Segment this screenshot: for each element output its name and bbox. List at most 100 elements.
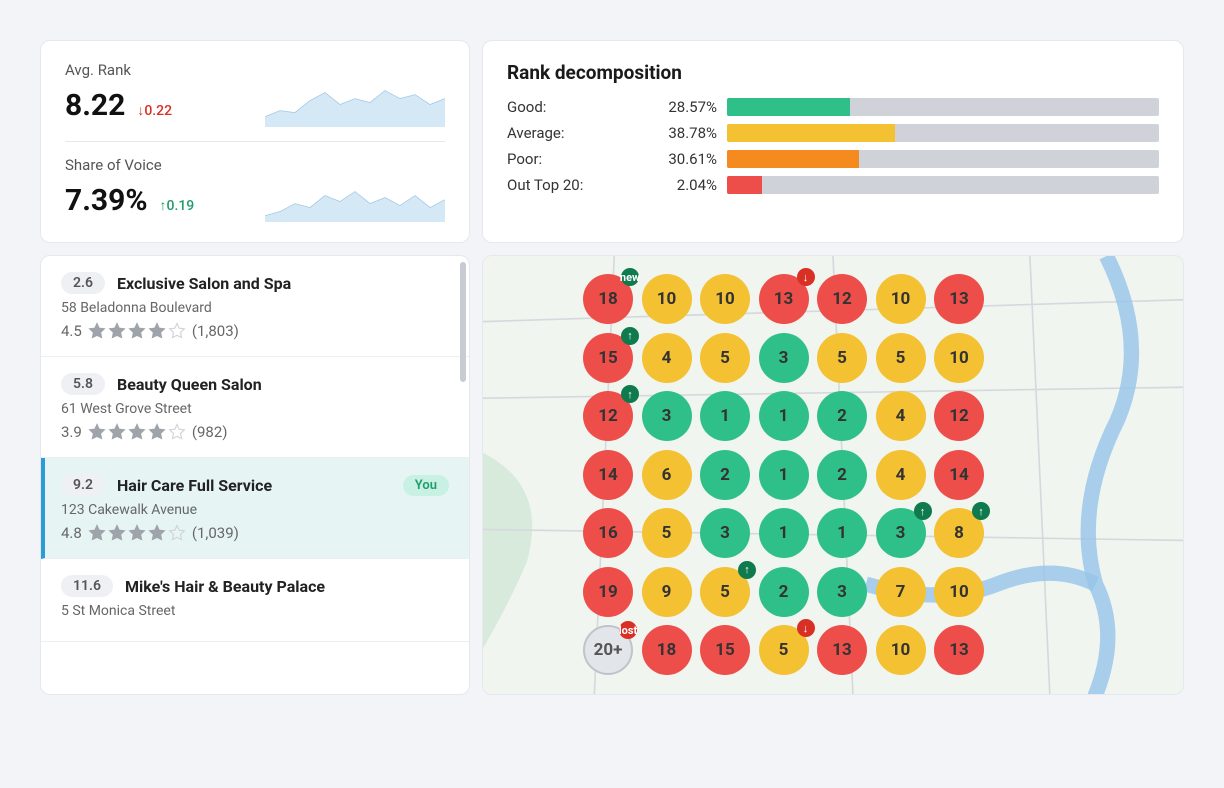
list-item[interactable]: 9.2 Hair Care Full Service You 123 Cakewalk…	[41, 458, 469, 559]
rank-dot[interactable]: 19	[583, 567, 633, 617]
rank-dot[interactable]: 14	[583, 450, 633, 500]
rank-pill: 9.2	[61, 474, 105, 496]
rank-dot[interactable]: 5	[700, 333, 750, 383]
rank-dot[interactable]: 16	[583, 508, 633, 558]
rank-dot[interactable]: 18	[642, 625, 692, 675]
rank-dot[interactable]: 13	[934, 625, 984, 675]
rank-dot[interactable]: 10	[934, 567, 984, 617]
rank-dot[interactable]: 12	[817, 274, 867, 324]
rank-dot[interactable]: 3↑	[876, 508, 926, 558]
decomp-pct: 2.04%	[637, 176, 717, 194]
decomposition-title: Rank decomposition	[507, 61, 1159, 84]
metrics-divider	[65, 141, 445, 142]
rank-dot[interactable]: 5	[642, 508, 692, 558]
rank-dot[interactable]: 3	[759, 333, 809, 383]
rank-dot[interactable]: 10	[642, 274, 692, 324]
rank-pill: 11.6	[61, 575, 113, 597]
rank-dot[interactable]: 15↑	[583, 333, 633, 383]
rank-dot[interactable]: 9	[642, 567, 692, 617]
avg-rank-delta: ↓0.22	[137, 103, 172, 119]
rank-dot[interactable]: 15	[700, 625, 750, 675]
badge-up-icon: ↑	[621, 327, 639, 345]
star-icon	[108, 322, 126, 340]
avg-rank-label: Avg. Rank	[65, 61, 445, 79]
rank-dot[interactable]: 3	[700, 508, 750, 558]
business-address: 123 Cakewalk Avenue	[61, 502, 449, 518]
rank-dot[interactable]: 10	[700, 274, 750, 324]
rank-dot[interactable]: 2	[817, 391, 867, 441]
rank-dot[interactable]: 2	[759, 567, 809, 617]
rank-dot[interactable]: 13	[934, 274, 984, 324]
decomp-bar-track	[727, 150, 1159, 168]
rank-dot[interactable]: 4	[642, 333, 692, 383]
rank-dot[interactable]: 1	[759, 391, 809, 441]
decomp-pct: 30.61%	[637, 150, 717, 168]
rank-dot[interactable]: 3	[642, 391, 692, 441]
rank-dot[interactable]: 6	[642, 450, 692, 500]
rating-row: 4.5 (1,803)	[61, 322, 449, 340]
rank-dot[interactable]: 8↑	[934, 508, 984, 558]
rating-value: 4.8	[61, 524, 82, 542]
rank-dot[interactable]: 10	[934, 333, 984, 383]
badge-down-icon: ↓	[797, 619, 815, 637]
rank-dot[interactable]: 4	[876, 450, 926, 500]
rank-dot[interactable]: 12↑	[583, 391, 633, 441]
decomp-label: Poor:	[507, 150, 627, 168]
rating-value: 4.5	[61, 322, 82, 340]
decomp-label: Average:	[507, 124, 627, 142]
business-name: Hair Care Full Service	[117, 476, 391, 495]
rank-dot[interactable]: 1	[700, 391, 750, 441]
rank-dot[interactable]: 1	[817, 508, 867, 558]
rank-pill: 2.6	[61, 272, 105, 294]
rank-dot[interactable]: 5↓	[759, 625, 809, 675]
decomposition-card: Rank decomposition Good:28.57%Average:38…	[482, 40, 1184, 243]
star-icon	[88, 423, 106, 441]
rating-row: 3.9(982)	[61, 423, 449, 441]
decomp-pct: 38.78%	[637, 124, 717, 142]
share-voice-row: 7.39% ↑0.19	[65, 178, 445, 222]
rank-dot[interactable]: 18new	[583, 274, 633, 324]
rank-dot[interactable]: 1	[759, 450, 809, 500]
rank-dot[interactable]: 3	[817, 567, 867, 617]
rank-dot[interactable]: 12	[934, 391, 984, 441]
stars	[88, 322, 186, 340]
rank-dot[interactable]: 7	[876, 567, 926, 617]
rank-dot[interactable]: 2	[817, 450, 867, 500]
rank-dot[interactable]: 5	[817, 333, 867, 383]
rank-dot[interactable]: 10	[876, 625, 926, 675]
badge-up-icon: ↑	[621, 385, 639, 403]
rank-dot[interactable]: 13↓	[759, 274, 809, 324]
rank-dot[interactable]: 4	[876, 391, 926, 441]
rank-dot[interactable]: 2	[700, 450, 750, 500]
list-item[interactable]: 2.6Exclusive Salon and Spa58 Beladonna B…	[41, 256, 469, 357]
reviews-count: (1,803)	[192, 322, 239, 340]
rank-dot[interactable]: 5↑	[700, 567, 750, 617]
rank-grid: 18new101013↓12101315↑453551012↑311241214…	[583, 274, 984, 675]
business-name: Mike's Hair & Beauty Palace	[125, 577, 449, 596]
business-address: 61 West Grove Street	[61, 401, 449, 417]
star-icon	[168, 423, 186, 441]
badge-up-icon: ↑	[914, 502, 932, 520]
decomp-pct: 28.57%	[637, 98, 717, 116]
rank-dot[interactable]: 14	[934, 450, 984, 500]
avg-rank-value-wrap: 8.22 ↓0.22	[65, 88, 172, 123]
rank-dot[interactable]: 1	[759, 508, 809, 558]
badge-up-icon: ↑	[972, 502, 990, 520]
badge-new: new	[621, 268, 639, 286]
rank-dot[interactable]: 13	[817, 625, 867, 675]
rank-dot[interactable]: 10	[876, 274, 926, 324]
list-item[interactable]: 11.6 Mike's Hair & Beauty Palace 5 St Moni…	[41, 559, 469, 642]
decomposition-row: Out Top 20:2.04%	[507, 176, 1159, 194]
scrollbar-thumb[interactable]	[460, 262, 466, 382]
listings-scroll[interactable]: 2.6Exclusive Salon and Spa58 Beladonna B…	[41, 256, 469, 694]
rating-value: 3.9	[61, 423, 82, 441]
star-icon	[148, 524, 166, 542]
star-icon	[128, 524, 146, 542]
rank-dot[interactable]: 20+lost	[583, 625, 633, 675]
star-icon	[128, 423, 146, 441]
list-item[interactable]: 5.8Beauty Queen Salon61 West Grove Stree…	[41, 357, 469, 458]
rank-dot[interactable]: 5	[876, 333, 926, 383]
you-badge: You	[403, 475, 449, 496]
map-panel[interactable]: 18new101013↓12101315↑453551012↑311241214…	[482, 255, 1184, 695]
business-address: 5 St Monica Street	[61, 603, 449, 619]
